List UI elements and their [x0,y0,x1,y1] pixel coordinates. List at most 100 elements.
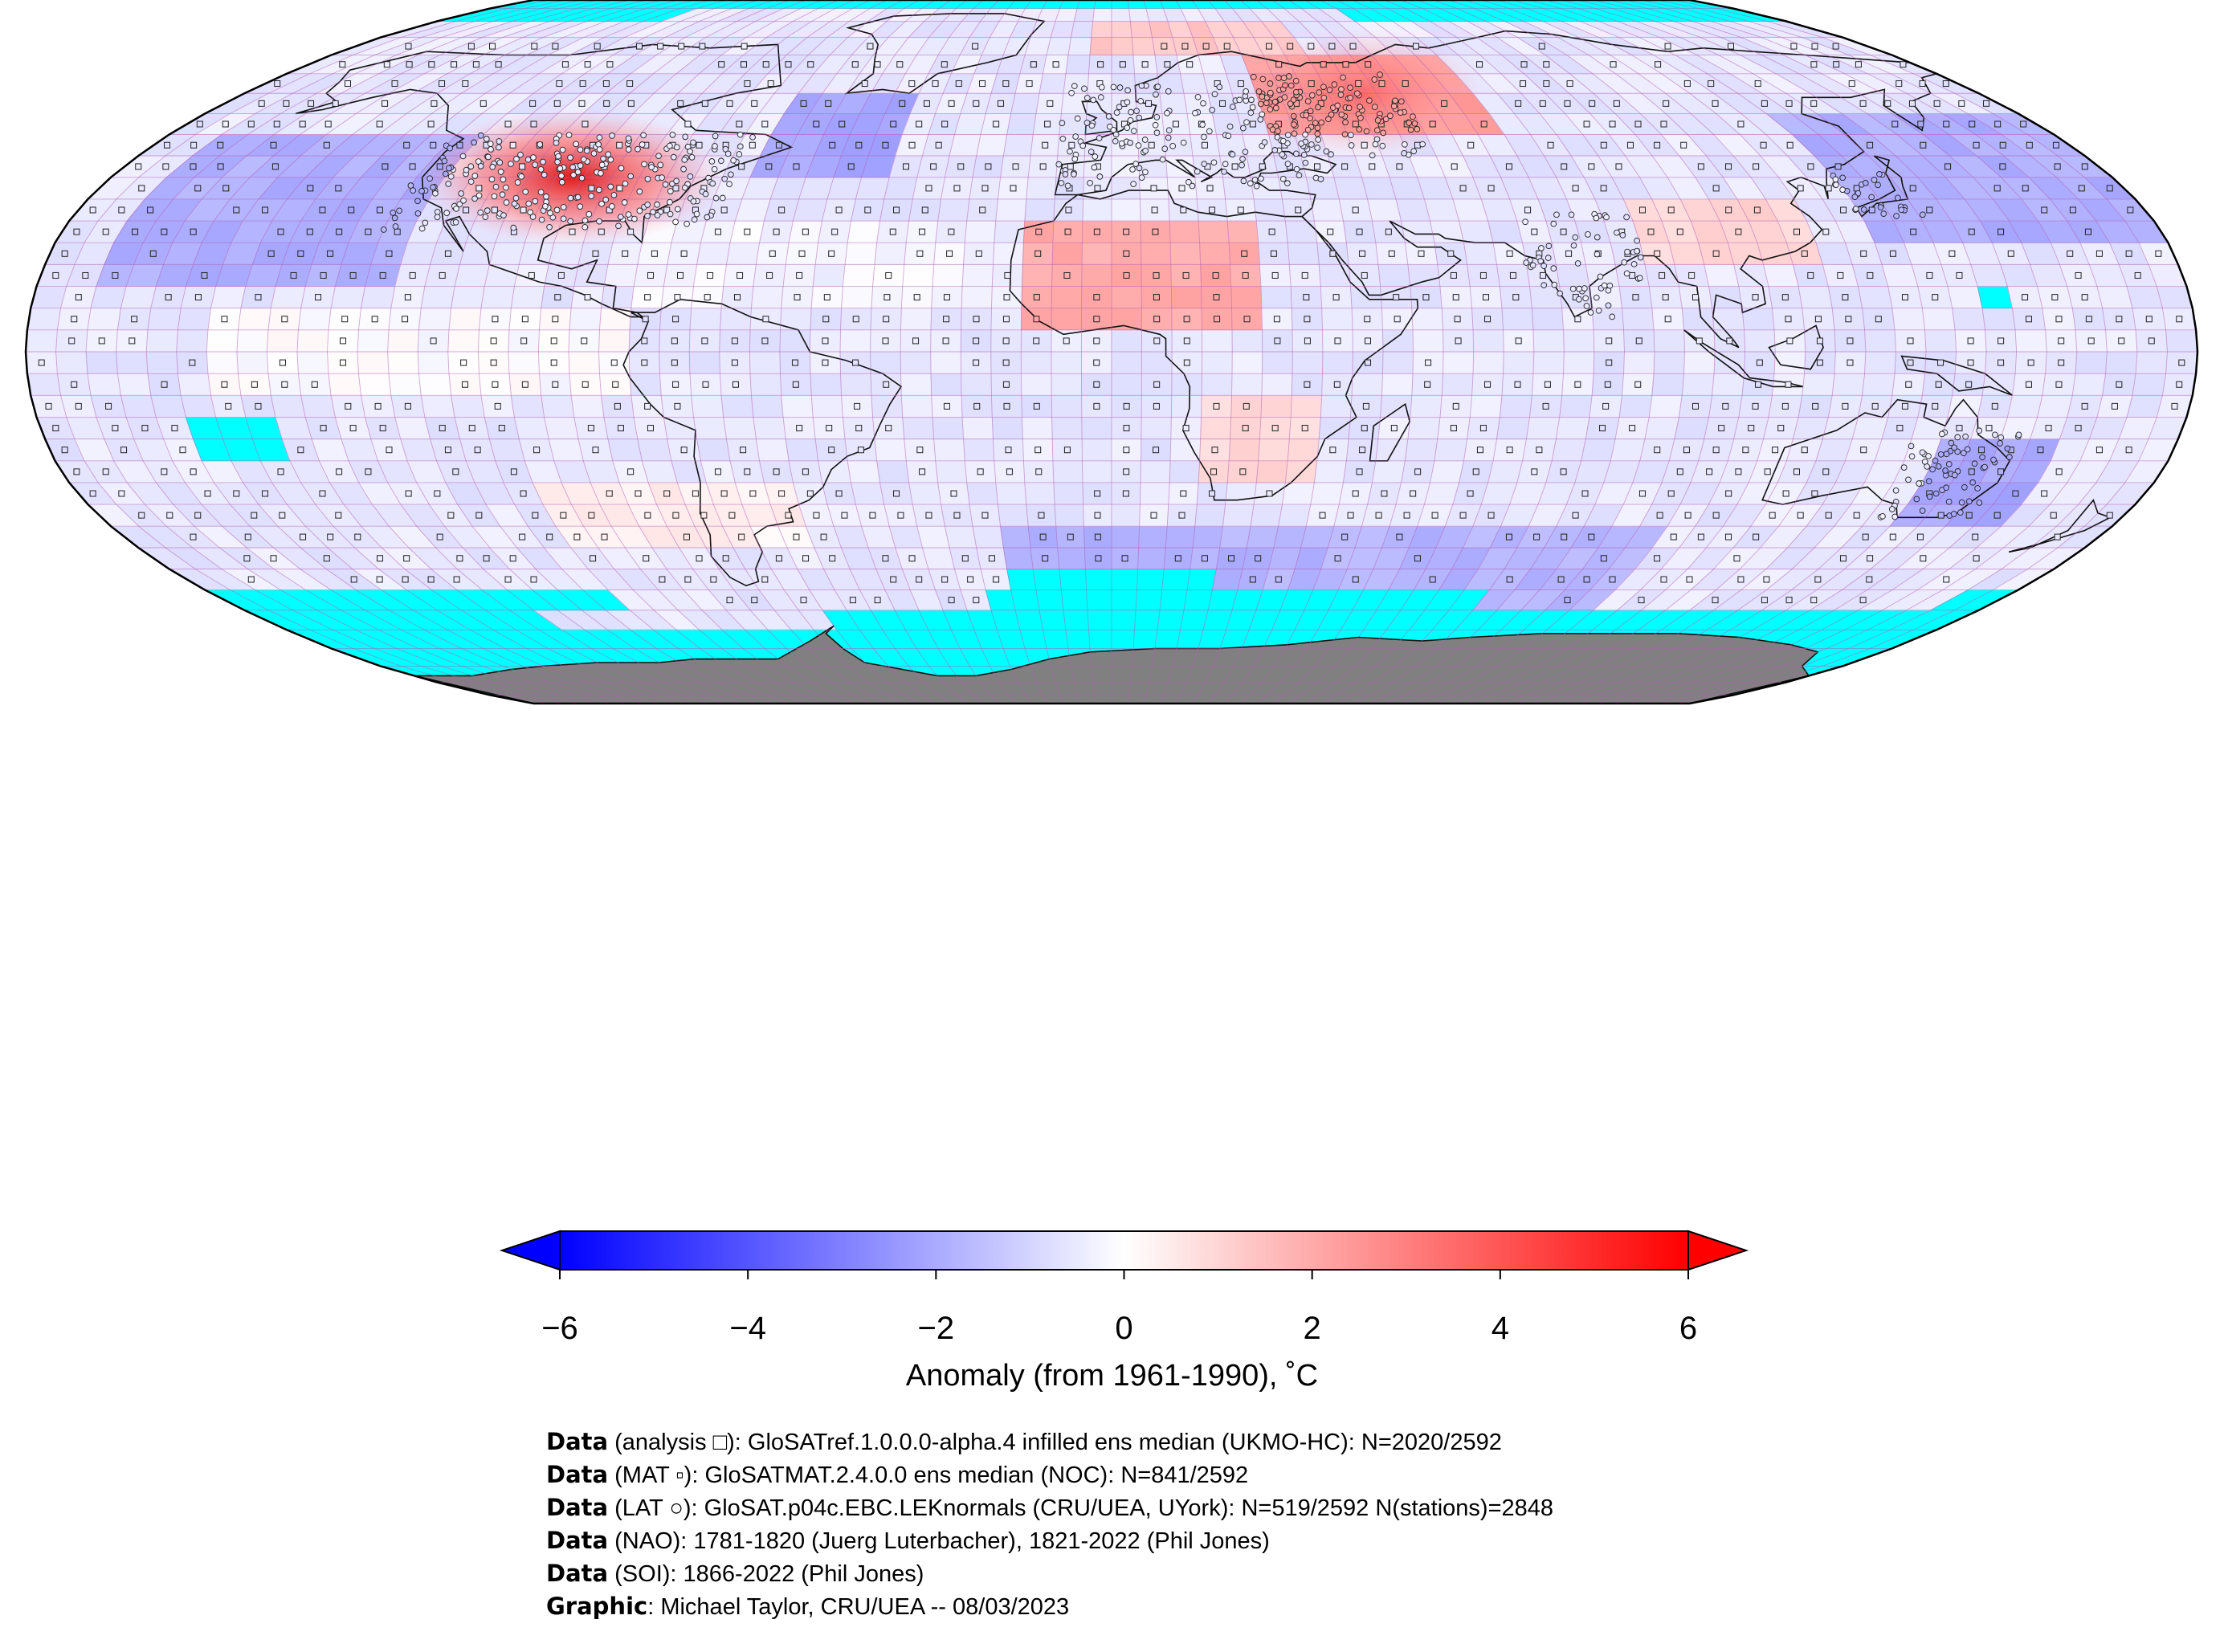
analysis-marker [588,185,595,192]
analysis-marker [1565,250,1573,257]
station-circle [1962,433,1969,440]
analysis-marker [489,43,496,50]
station-circle [1164,109,1170,116]
analysis-marker [1364,359,1371,366]
grid-cell [116,373,152,396]
analysis-marker [588,512,595,519]
station-circle [410,187,417,194]
grid-cell [27,373,62,396]
analysis-marker [1753,533,1760,540]
grid-cell [296,351,329,374]
grid-cell [603,264,639,287]
analysis-marker [386,250,393,257]
analysis-marker [1341,533,1349,540]
grid-cell [1864,351,1896,374]
grid-cell [2096,286,2133,309]
analysis-marker [1985,425,1993,432]
analysis-marker [663,490,671,497]
analysis-marker [105,402,112,410]
credit-text: (SOI): 1866-2022 (Phil Jones) [608,1561,924,1587]
station-circle [641,161,647,168]
analysis-marker [612,381,619,388]
analysis-marker [775,141,782,149]
station-circle [724,150,732,157]
analysis-marker [1654,447,1661,454]
analysis-marker [1431,512,1438,519]
station-circle [618,165,625,172]
station-circle [1935,463,1942,470]
station-circle [1540,263,1548,269]
colorbar-tick-label: 6 [1679,1311,1698,1346]
station-circle [708,158,716,165]
analysis-marker [1837,271,1844,279]
grid-cell [1051,242,1083,265]
analysis-marker [2176,316,2183,323]
station-circle [1258,100,1264,108]
station-circle [447,145,454,152]
analysis-marker [1249,120,1256,128]
grid-cell [972,525,1004,549]
station-circle [596,218,602,225]
station-circle [1943,484,1950,492]
grid-cell [1170,286,1202,309]
analysis-marker [1790,43,1798,50]
station-circle [712,194,720,202]
analysis-marker [61,447,68,454]
analysis-marker [647,425,654,432]
analysis-marker [1626,141,1634,149]
station-circle [1913,496,1920,503]
grid-cell [87,373,121,396]
grid-cell [55,351,88,374]
analysis-marker [1910,228,1917,235]
station-circle [1314,130,1321,137]
analysis-marker [1785,597,1793,604]
station-circle [583,147,590,154]
station-circle [1307,108,1314,115]
station-circle [391,214,398,222]
analysis-marker [171,425,178,432]
analysis-marker [281,316,288,323]
station-circle [681,184,688,191]
analysis-marker [38,359,45,366]
analysis-marker [444,250,451,257]
robinson-anomaly-map [24,0,2199,705]
analysis-marker [793,163,800,170]
analysis-marker [1998,468,2005,475]
analysis-marker [1275,61,1283,68]
analysis-marker [1153,381,1161,388]
analysis-marker [1900,61,1907,68]
analysis-marker [1610,61,1617,68]
analysis-marker [1688,271,1696,279]
analysis-marker [404,294,411,301]
analysis-marker [1634,120,1642,128]
analysis-marker [436,533,443,540]
analysis-marker [217,141,224,149]
station-circle [537,189,545,196]
station-circle [1619,231,1626,239]
analysis-marker [896,61,904,68]
analysis-marker [794,294,801,301]
grid-cell [1086,589,1112,611]
station-circle [1308,141,1315,148]
analysis-marker [498,425,505,432]
grid-cell [1648,394,1683,418]
station-circle [553,140,560,146]
station-circle [1623,214,1630,221]
station-circle [569,164,576,170]
grid-cell [387,329,419,353]
analysis-marker [674,402,681,410]
analysis-marker [383,61,390,68]
grid-cell [448,308,482,331]
station-circle [484,153,492,161]
analysis-marker [82,271,89,279]
grid-cell [420,394,455,418]
grid-cell [1430,460,1464,483]
station-circle [1397,109,1404,116]
analysis-marker [972,43,979,50]
station-circle [625,211,632,218]
analysis-marker [762,316,769,323]
grid-cell [1559,394,1593,418]
analysis-marker [916,447,924,454]
grid-cell [1653,329,1686,353]
station-circle [497,169,504,175]
